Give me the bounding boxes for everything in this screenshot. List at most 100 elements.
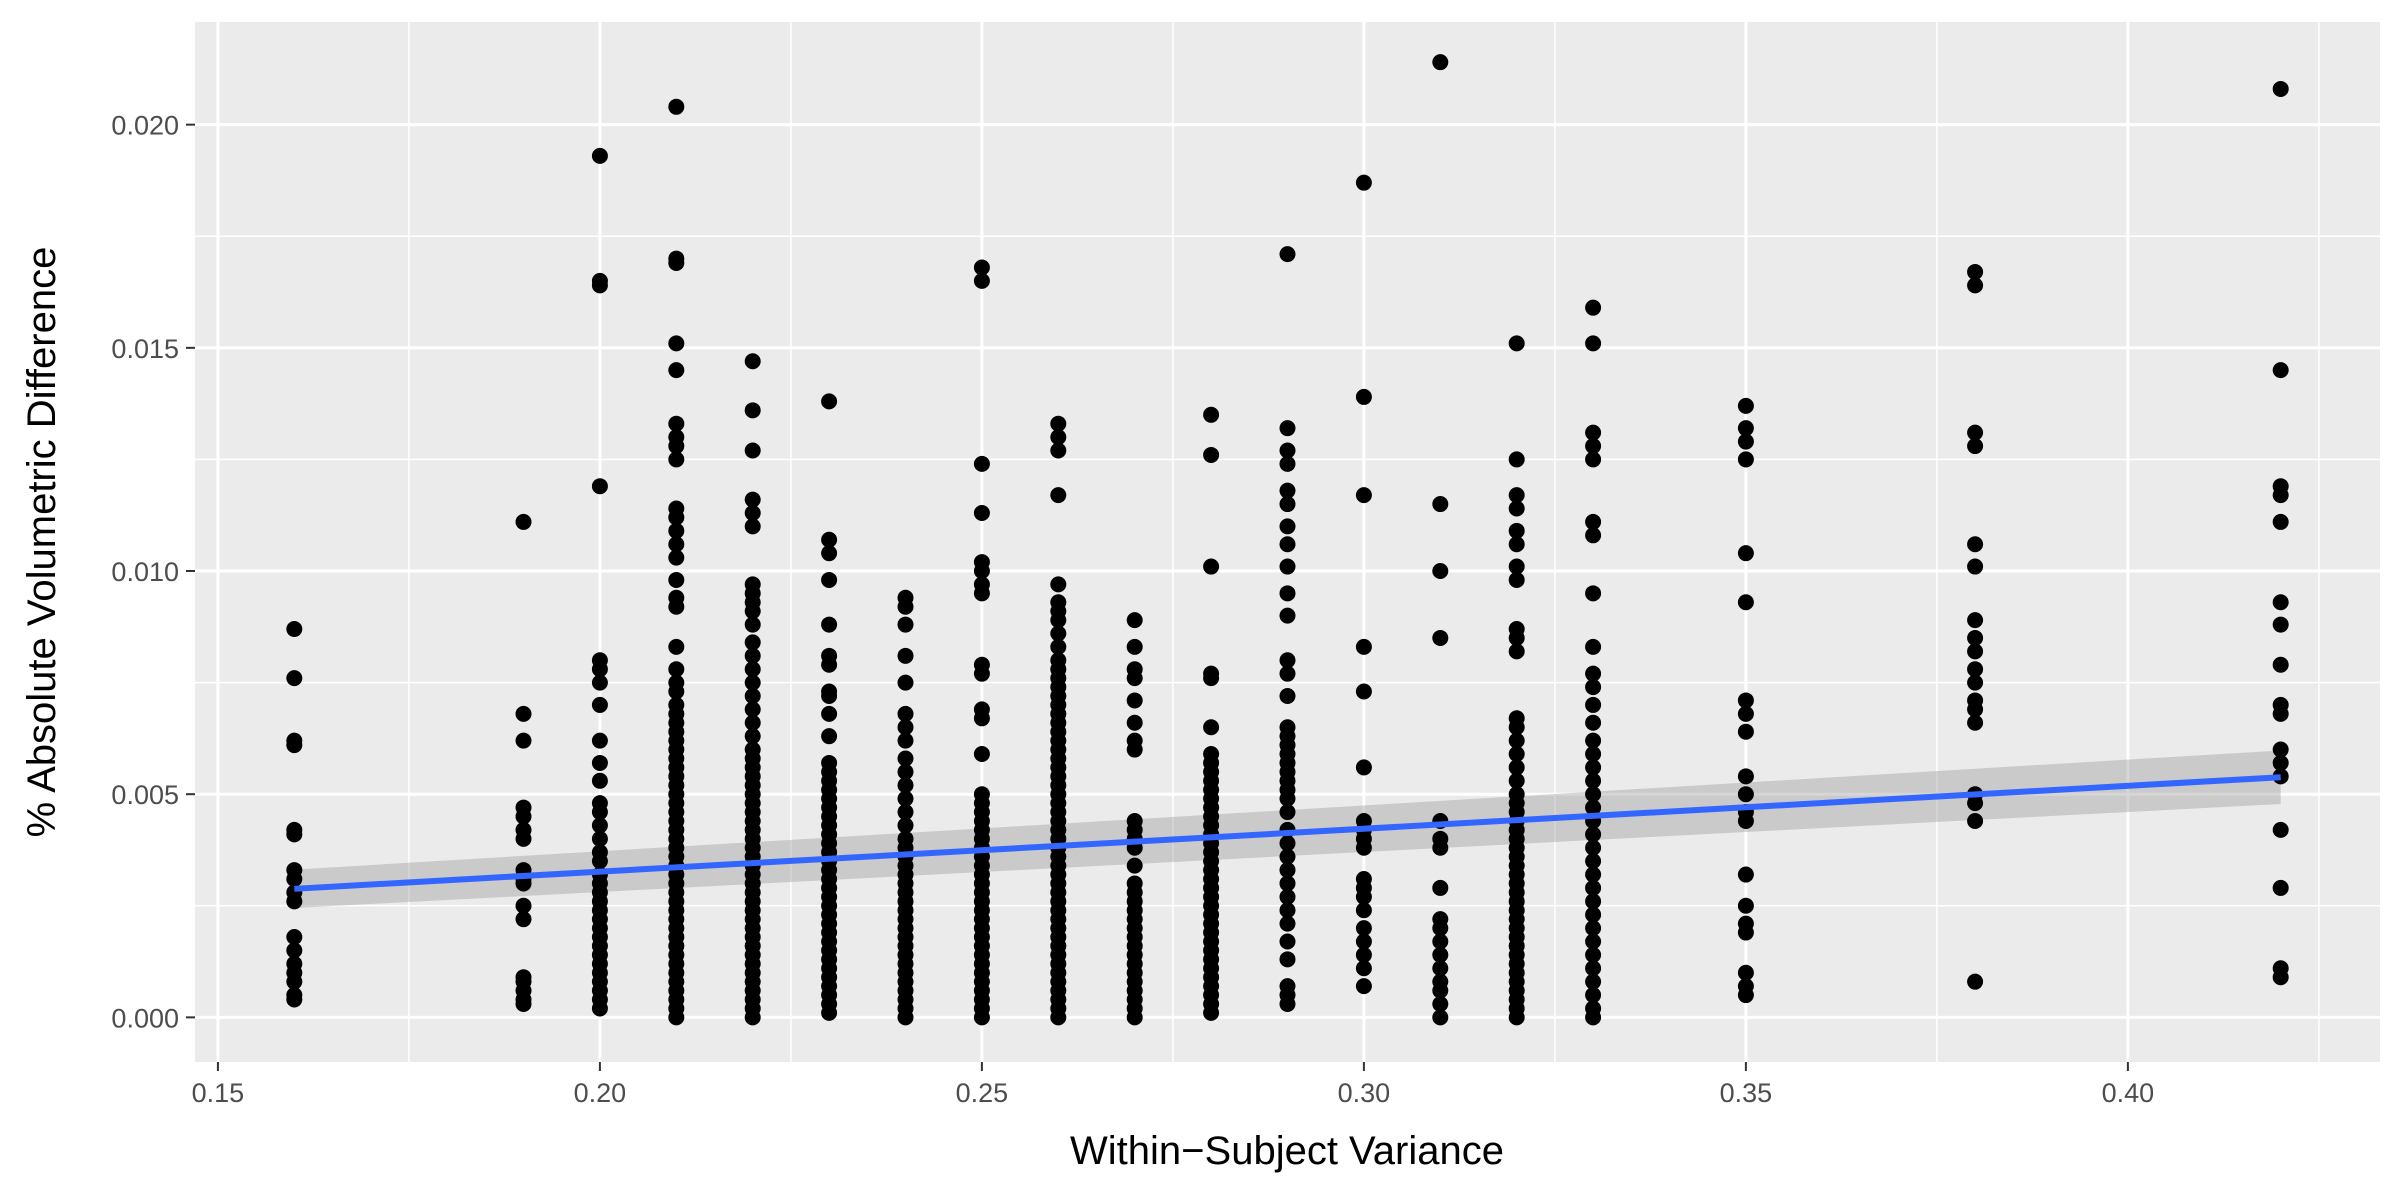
data-point xyxy=(1585,759,1602,776)
y-tick-label: 0.020 xyxy=(111,111,179,141)
data-point xyxy=(1585,920,1602,937)
data-point xyxy=(744,616,761,633)
data-point xyxy=(973,563,990,580)
data-point xyxy=(1279,558,1296,575)
data-point xyxy=(1126,638,1143,655)
data-point xyxy=(1508,1009,1525,1026)
data-point xyxy=(1737,594,1754,611)
data-point xyxy=(1279,951,1296,968)
data-point xyxy=(1967,277,1984,294)
data-point xyxy=(1737,812,1754,829)
data-point xyxy=(1967,714,1984,731)
data-point xyxy=(897,732,914,749)
data-point xyxy=(591,732,608,749)
data-point xyxy=(1279,835,1296,852)
data-point xyxy=(1355,388,1372,405)
data-point xyxy=(591,674,608,691)
data-point xyxy=(668,683,685,700)
data-point xyxy=(1967,438,1984,455)
data-point xyxy=(897,674,914,691)
data-point xyxy=(2272,594,2289,611)
data-point xyxy=(1585,527,1602,544)
data-point xyxy=(1126,741,1143,758)
data-point xyxy=(591,804,608,821)
data-point xyxy=(1279,915,1296,932)
data-point xyxy=(668,536,685,553)
data-point xyxy=(1585,513,1602,530)
data-point xyxy=(1967,643,1984,660)
data-point xyxy=(668,438,685,455)
data-point xyxy=(1126,714,1143,731)
data-point xyxy=(1279,687,1296,704)
data-point xyxy=(1508,571,1525,588)
data-point xyxy=(1585,638,1602,655)
data-point xyxy=(286,670,303,687)
data-point xyxy=(1967,674,1984,691)
data-point xyxy=(1126,670,1143,687)
data-point xyxy=(286,991,303,1008)
data-point xyxy=(1126,857,1143,874)
data-point xyxy=(591,661,608,678)
data-point xyxy=(1355,933,1372,950)
data-point xyxy=(668,98,685,115)
data-point xyxy=(1737,451,1754,468)
data-point xyxy=(821,728,838,745)
data-point xyxy=(1279,420,1296,437)
data-point xyxy=(286,942,303,959)
data-point xyxy=(1432,629,1449,646)
data-point xyxy=(1508,759,1525,776)
data-point xyxy=(1126,692,1143,709)
data-point xyxy=(744,674,761,691)
x-axis: 0.15 0.20 0.25 0.30 0.35 0.40 xyxy=(192,1062,2154,1108)
data-point xyxy=(591,772,608,789)
data-point xyxy=(1279,875,1296,892)
data-point xyxy=(668,415,685,432)
data-point xyxy=(1508,522,1525,539)
data-point xyxy=(591,277,608,294)
data-point xyxy=(1585,679,1602,696)
data-point xyxy=(2272,362,2289,379)
data-point xyxy=(1279,804,1296,821)
y-tick-label: 0.015 xyxy=(111,334,179,364)
data-point xyxy=(668,661,685,678)
data-point xyxy=(2272,821,2289,838)
data-point xyxy=(591,754,608,771)
data-point xyxy=(1737,924,1754,941)
data-point xyxy=(1355,174,1372,191)
data-point xyxy=(744,728,761,745)
data-point xyxy=(1737,433,1754,450)
data-point xyxy=(1050,638,1067,655)
data-point xyxy=(668,638,685,655)
data-point xyxy=(2272,969,2289,986)
data-point xyxy=(1508,335,1525,352)
data-point xyxy=(1432,982,1449,999)
data-point xyxy=(515,911,532,928)
data-point xyxy=(1279,496,1296,513)
data-point xyxy=(897,1009,914,1026)
data-point xyxy=(668,335,685,352)
data-point xyxy=(1050,576,1067,593)
data-point xyxy=(1585,866,1602,883)
data-point xyxy=(1585,696,1602,713)
data-point xyxy=(1279,442,1296,459)
data-point xyxy=(1508,500,1525,517)
data-point xyxy=(1355,638,1372,655)
x-tick-label: 0.35 xyxy=(1720,1078,1773,1108)
data-point xyxy=(1585,732,1602,749)
data-point xyxy=(1432,1009,1449,1026)
y-tick-label: 0.010 xyxy=(111,557,179,587)
data-point xyxy=(2272,705,2289,722)
data-point xyxy=(1508,772,1525,789)
y-axis: 0.000 0.005 0.010 0.015 0.020 xyxy=(111,111,195,1033)
data-point xyxy=(897,763,914,780)
data-point xyxy=(1279,652,1296,669)
data-point xyxy=(1585,585,1602,602)
data-point xyxy=(1967,558,1984,575)
data-point xyxy=(1967,812,1984,829)
x-axis-title: Within−Subject Variance xyxy=(1070,1129,1504,1173)
data-point xyxy=(1585,335,1602,352)
data-point xyxy=(1737,987,1754,1004)
data-point xyxy=(1585,772,1602,789)
data-point xyxy=(1737,786,1754,803)
data-point xyxy=(1432,839,1449,856)
